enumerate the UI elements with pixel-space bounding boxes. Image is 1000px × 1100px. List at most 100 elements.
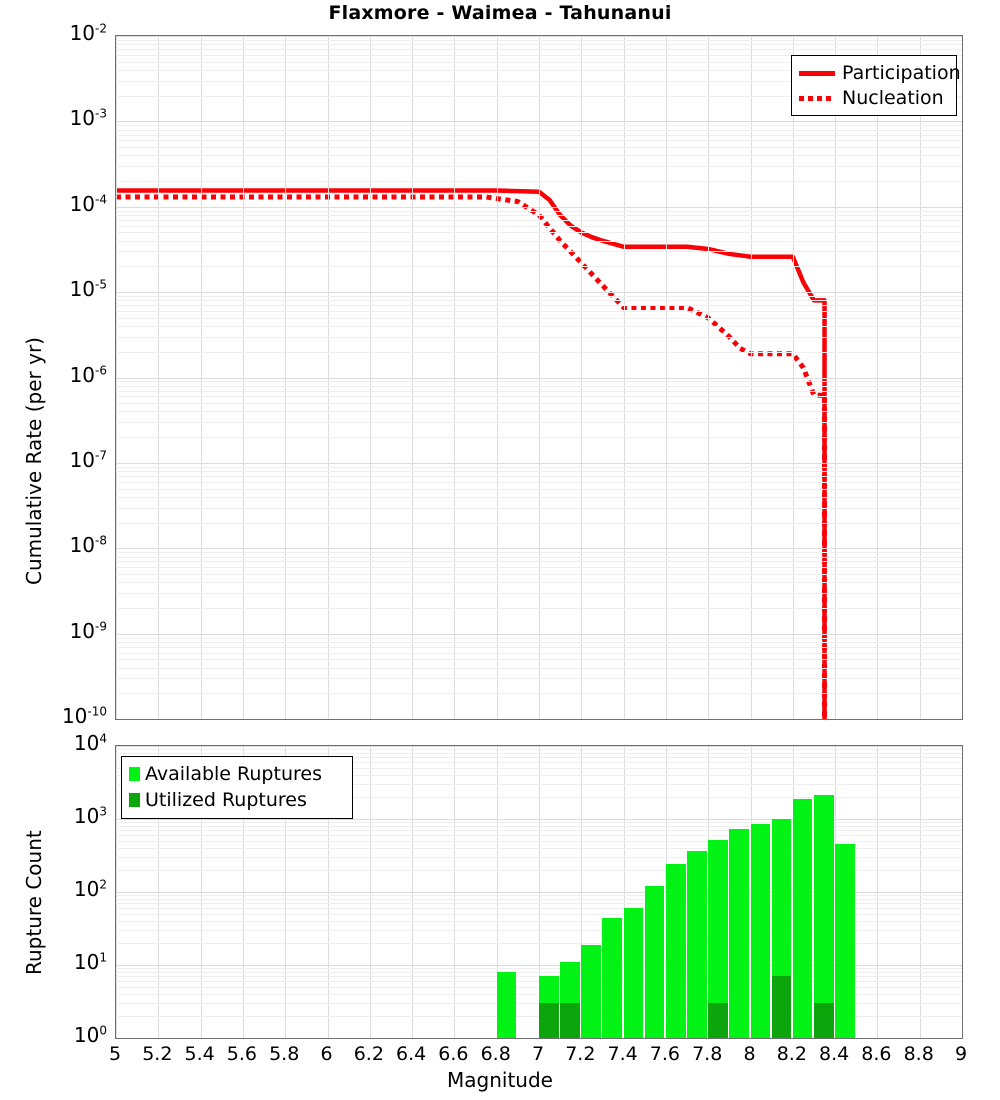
gridline-minor bbox=[116, 488, 962, 490]
x-tick-label: 5 bbox=[108, 1043, 122, 1065]
gridline-minor bbox=[116, 305, 962, 307]
gridline-minor bbox=[116, 300, 962, 302]
utilized-ruptures-bar-segment bbox=[771, 976, 792, 1038]
available-ruptures-bar-segment bbox=[581, 944, 601, 1038]
gridline-minor bbox=[116, 225, 962, 227]
cumulative-rate-plot bbox=[115, 35, 963, 720]
gridline-decade bbox=[116, 121, 962, 123]
gridline-minor bbox=[116, 129, 962, 131]
gridline-minor bbox=[116, 582, 962, 584]
gridline-vertical bbox=[962, 746, 963, 1038]
x-tick-label: 7.2 bbox=[565, 1043, 596, 1065]
utilized-ruptures-bar-segment bbox=[560, 1003, 580, 1038]
gridline-minor bbox=[116, 140, 962, 142]
gridline-minor bbox=[116, 69, 962, 71]
rate-legend: Participation Nucleation bbox=[791, 55, 961, 116]
x-tick-label: 8.6 bbox=[861, 1043, 892, 1065]
gridline-minor bbox=[116, 857, 962, 859]
dotted-line-icon bbox=[799, 90, 835, 106]
legend-item-utilized: Utilized Ruptures bbox=[129, 787, 345, 813]
gridline-minor bbox=[116, 181, 962, 183]
y-tick-label: 100 bbox=[73, 1023, 107, 1047]
gridline-minor bbox=[116, 757, 962, 759]
rupture-count-bar bbox=[560, 746, 580, 1038]
gridline-minor bbox=[116, 556, 962, 558]
legend-label-available: Available Ruptures bbox=[145, 763, 322, 785]
gridline-minor bbox=[116, 215, 962, 217]
gridline-minor bbox=[116, 251, 962, 253]
x-tick-label: 7.6 bbox=[649, 1043, 680, 1065]
gridline-minor bbox=[116, 390, 962, 392]
gridline-minor bbox=[116, 659, 962, 661]
x-tick-label: 8 bbox=[743, 1043, 756, 1065]
x-tick-label: 9 bbox=[954, 1043, 968, 1065]
gridline-minor bbox=[116, 972, 962, 974]
gridline-minor bbox=[116, 210, 962, 212]
y-tick-label: 10-2 bbox=[69, 21, 107, 45]
solid-line-icon bbox=[799, 65, 835, 81]
x-tick-label: 5.2 bbox=[142, 1043, 173, 1065]
gridline-minor bbox=[116, 155, 962, 157]
gridline-minor bbox=[116, 567, 962, 569]
gridline-minor bbox=[116, 166, 962, 168]
gridline-minor bbox=[116, 835, 962, 837]
gridline-minor bbox=[116, 219, 962, 221]
gridline-minor bbox=[116, 775, 962, 777]
gridline-minor bbox=[116, 481, 962, 483]
gridline-minor bbox=[116, 403, 962, 405]
x-tick-label: 6 bbox=[320, 1043, 333, 1065]
gridline-decade bbox=[116, 892, 962, 893]
x-tick-label: 6.2 bbox=[353, 1043, 384, 1065]
gridline-decade bbox=[116, 462, 962, 464]
gridline-decade bbox=[116, 377, 962, 379]
gridline-minor bbox=[116, 296, 962, 298]
gridline-minor bbox=[116, 870, 962, 872]
gridline-minor bbox=[116, 381, 962, 383]
gridline-minor bbox=[116, 895, 962, 897]
rupture-count-bar bbox=[813, 746, 834, 1038]
gridline-minor bbox=[116, 411, 962, 413]
gridline-minor bbox=[116, 592, 962, 594]
gridline-minor bbox=[116, 385, 962, 387]
rupture-count-bar bbox=[581, 746, 601, 1038]
x-tick-label: 5.4 bbox=[184, 1043, 215, 1065]
y-tick-label: 10-7 bbox=[69, 447, 107, 472]
rupture-count-bar bbox=[623, 746, 644, 1038]
gridline-minor bbox=[116, 552, 962, 554]
available-ruptures-bar-segment bbox=[729, 828, 749, 1038]
gridline-decade bbox=[116, 746, 962, 747]
gridline-decade bbox=[116, 965, 962, 966]
rupture-count-bar bbox=[496, 746, 517, 1038]
page-title: Flaxmore - Waimea - Tahunanui bbox=[328, 2, 672, 24]
gridline-minor bbox=[116, 437, 962, 439]
rupture-count-bar bbox=[644, 746, 665, 1038]
gridline-minor bbox=[116, 351, 962, 353]
gridline-minor bbox=[116, 749, 962, 751]
gridline-minor bbox=[116, 607, 962, 609]
gridline-minor bbox=[116, 903, 962, 905]
gridline-decade bbox=[116, 292, 962, 294]
utilized-ruptures-bar-segment bbox=[708, 1003, 728, 1038]
gridline-minor bbox=[116, 762, 962, 764]
gridline-minor bbox=[116, 317, 962, 319]
gridline-minor bbox=[116, 913, 962, 915]
y-tick-label: 102 bbox=[73, 877, 107, 901]
gridline-minor bbox=[116, 54, 962, 56]
gridline-minor bbox=[116, 471, 962, 473]
available-ruptures-bar-segment bbox=[835, 843, 855, 1038]
gridline-decade bbox=[116, 548, 962, 550]
series-line-nucleation bbox=[116, 194, 828, 719]
available-ruptures-bar-segment bbox=[644, 886, 665, 1038]
x-tick-label: 6.4 bbox=[395, 1043, 427, 1065]
gridline-decade bbox=[116, 206, 962, 208]
x-tick-label: 5.6 bbox=[226, 1043, 257, 1065]
y-tick-label: 10-4 bbox=[69, 191, 107, 216]
y-tick-label: 10-6 bbox=[69, 362, 107, 387]
gridline-minor bbox=[116, 496, 962, 498]
y-tick-label: 10-8 bbox=[69, 533, 107, 558]
x-tick-label: 6.8 bbox=[480, 1043, 511, 1065]
x-tick-label: 5.8 bbox=[269, 1043, 300, 1065]
legend-item-available: Available Ruptures bbox=[129, 761, 345, 787]
gridline-minor bbox=[116, 693, 962, 695]
gridline-decade bbox=[116, 36, 962, 37]
